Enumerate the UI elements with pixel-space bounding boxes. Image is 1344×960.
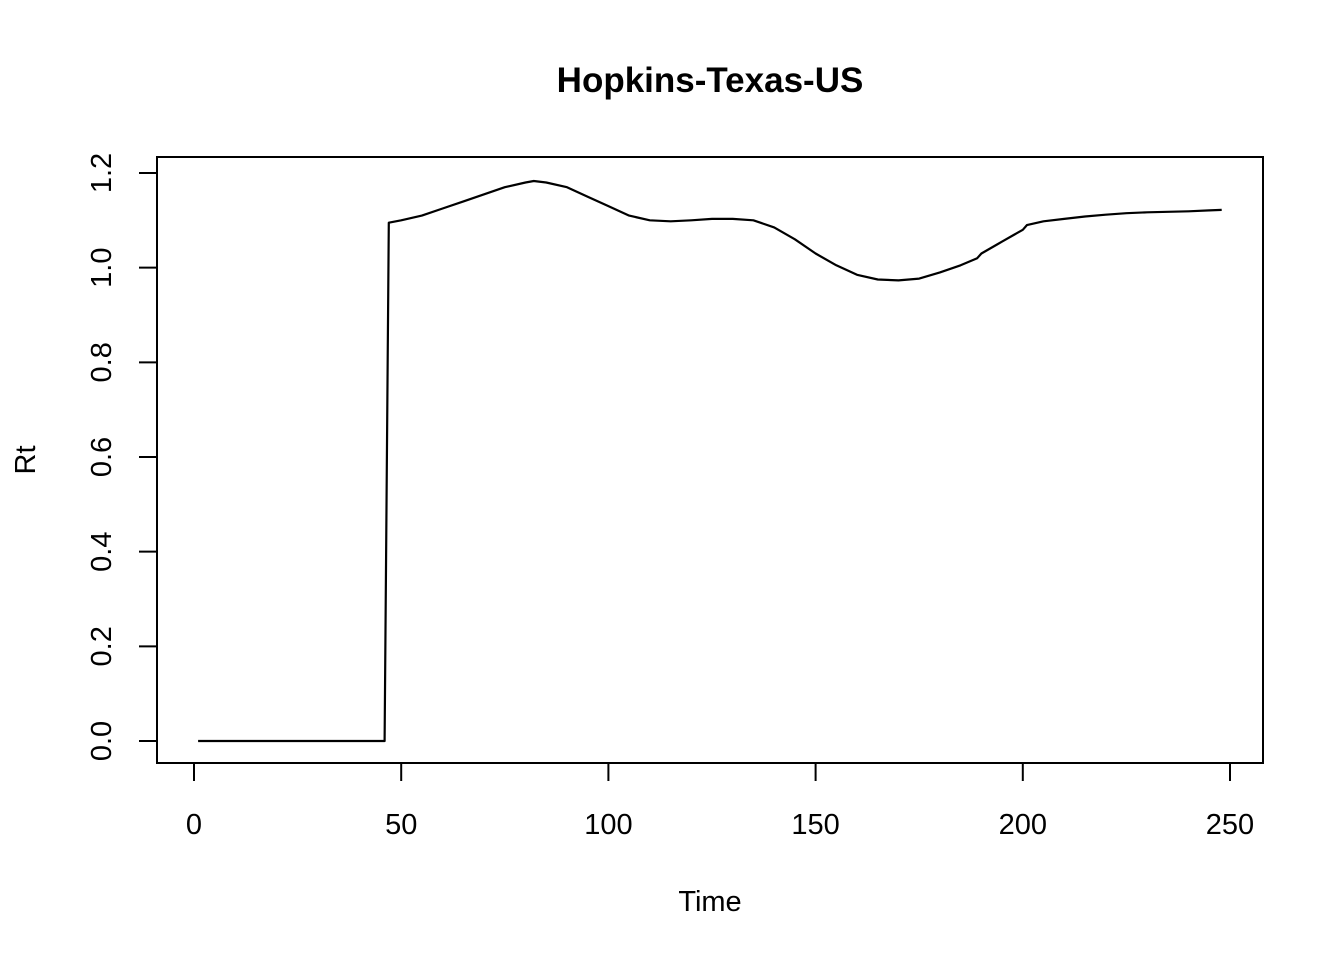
y-axis: 0.0 0.2 0.4 0.6 0.8 1.0 1.2 (86, 153, 158, 761)
x-axis: 0 50 100 150 200 250 (186, 762, 1254, 841)
y-tick-label: 1.0 (86, 248, 118, 288)
x-tick-label: 0 (186, 809, 202, 841)
y-axis-label: Rt (10, 446, 42, 475)
y-tick-label: 0.8 (86, 342, 118, 382)
chart-title: Hopkins-Texas-US (557, 61, 864, 100)
x-axis-label: Time (678, 886, 741, 918)
y-tick-label: 0.2 (86, 626, 118, 666)
series-line (198, 179, 1222, 743)
plot-frame (156, 156, 1264, 764)
y-tick-label: 0.0 (86, 721, 118, 761)
y-tick-label: 0.6 (86, 437, 118, 477)
x-tick-label: 50 (385, 809, 417, 841)
y-tick-label: 1.2 (86, 153, 118, 193)
x-tick-label: 250 (1206, 809, 1254, 841)
x-tick-label: 100 (584, 809, 632, 841)
series-group (198, 179, 1222, 743)
x-tick-label: 200 (999, 809, 1047, 841)
x-tick-label: 150 (791, 809, 839, 841)
y-tick-label: 0.4 (86, 532, 118, 572)
